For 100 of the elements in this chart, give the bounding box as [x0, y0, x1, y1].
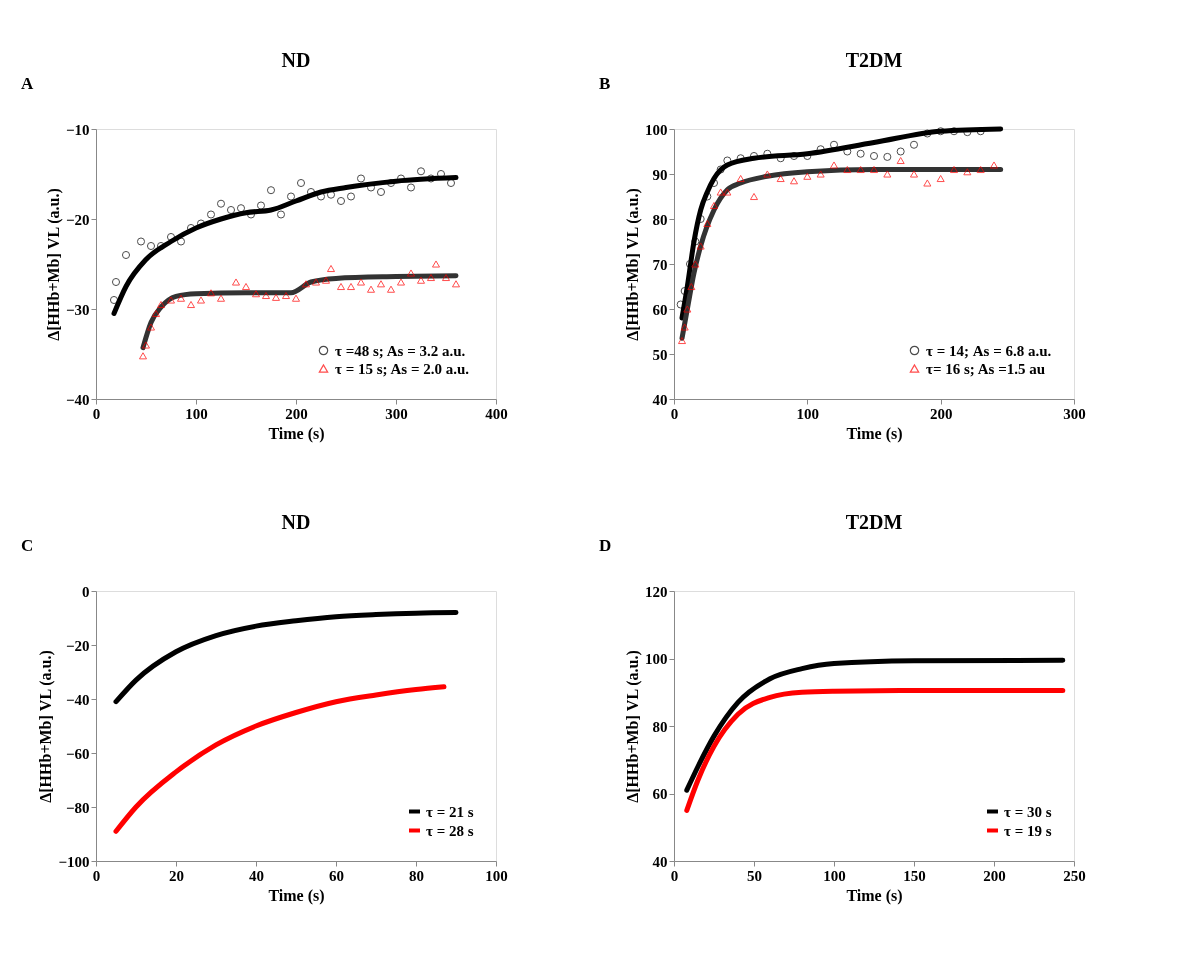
point — [909, 140, 919, 149]
x-tick-label: 60 — [329, 867, 344, 884]
text: C — [21, 536, 34, 555]
y-axis-title: Δ[HHb+Mb] VL (a.u.) — [624, 650, 642, 803]
point — [396, 278, 406, 286]
point — [976, 165, 985, 174]
y-axis-title: Δ[HHb+Mb] VL (a.u.) — [624, 188, 642, 341]
point — [346, 192, 356, 201]
x-axis-title: Time (s) — [846, 886, 903, 905]
point — [166, 232, 176, 242]
point — [896, 147, 905, 156]
point — [376, 280, 386, 288]
y-tick-label: 80 — [652, 211, 668, 228]
point — [909, 170, 919, 178]
x-tick-label: 0 — [92, 405, 101, 422]
x-tick-label: 20 — [169, 867, 184, 884]
y-axis-title: Δ[HHb+Mb] VL (a.u.) — [37, 650, 56, 803]
x-tick-label: 150 — [903, 867, 926, 884]
y-tick-label: −80 — [65, 799, 90, 816]
point — [451, 280, 461, 288]
point — [843, 165, 852, 174]
x-tick-label: 0 — [92, 867, 101, 884]
y-tick-label: 50 — [652, 346, 668, 363]
y-tick-label: −40 — [65, 391, 90, 408]
point — [923, 179, 932, 187]
point — [151, 309, 161, 318]
point — [336, 282, 346, 291]
point — [883, 170, 892, 178]
y-tick-label: 40 — [652, 391, 668, 408]
point — [261, 291, 271, 300]
x-tick-label: 100 — [185, 405, 208, 422]
point — [829, 161, 839, 169]
x-axis-title: Time (s) — [268, 886, 325, 905]
point — [949, 165, 959, 174]
point — [856, 149, 865, 158]
legend-label: τ = 19 s — [1004, 822, 1052, 839]
point — [749, 192, 759, 201]
point — [186, 300, 196, 309]
point — [723, 188, 732, 196]
point — [989, 161, 999, 169]
point — [301, 280, 311, 288]
y-tick-label: −20 — [65, 637, 90, 654]
y-tick-label: 120 — [645, 583, 668, 600]
x-tick-label: 50 — [747, 867, 762, 884]
legend-label: τ = 21 s — [426, 803, 474, 820]
point — [366, 285, 376, 293]
point — [266, 186, 276, 195]
point — [251, 290, 261, 298]
point — [406, 183, 416, 192]
point — [696, 242, 705, 250]
point — [386, 285, 396, 293]
point — [271, 293, 281, 301]
point — [136, 237, 146, 246]
point — [146, 323, 156, 331]
point — [356, 174, 366, 183]
y-tick-label: 100 — [645, 651, 668, 667]
y-axis-title: Δ[HHb+Mb] VL (a.u.) — [44, 188, 63, 341]
y-tick-label: −60 — [65, 745, 90, 762]
legend-label: τ = 30 s — [1004, 803, 1052, 820]
y-tick-label: 90 — [652, 166, 668, 183]
point — [326, 264, 336, 273]
x-tick-label: 80 — [409, 867, 424, 884]
point — [683, 305, 692, 313]
point — [236, 204, 246, 213]
point — [196, 296, 206, 304]
x-tick-label: 100 — [823, 867, 846, 884]
point — [703, 219, 712, 228]
y-tick-label: 70 — [652, 256, 668, 273]
point — [231, 278, 241, 286]
chart-title: T2DM — [845, 49, 903, 71]
point — [856, 165, 865, 174]
point — [141, 341, 151, 349]
text: D — [599, 536, 612, 555]
legend-label: τ = 28 s — [426, 822, 474, 839]
point — [321, 276, 331, 284]
point — [216, 294, 226, 302]
point — [109, 295, 119, 305]
point — [406, 269, 416, 277]
point — [776, 174, 785, 183]
x-tick-label: 250 — [1063, 867, 1086, 884]
y-tick-label: 0 — [82, 583, 90, 600]
point — [416, 276, 426, 284]
x-tick-label: 200 — [285, 405, 308, 422]
y-tick-label: 60 — [652, 301, 668, 318]
y-tick-label: −40 — [65, 691, 90, 708]
point — [829, 140, 839, 149]
y-tick-label: −100 — [58, 853, 90, 870]
x-tick-label: 200 — [929, 405, 953, 422]
point — [691, 260, 700, 268]
y-tick-label: −10 — [65, 121, 90, 138]
point — [296, 178, 306, 188]
point — [426, 273, 436, 282]
y-tick-label: 40 — [652, 853, 668, 870]
text: A — [21, 74, 34, 93]
point — [803, 172, 812, 180]
point — [763, 170, 772, 178]
x-tick-label: 100 — [485, 867, 508, 884]
y-tick-label: 100 — [645, 121, 668, 138]
point — [216, 199, 226, 208]
point — [356, 278, 366, 286]
